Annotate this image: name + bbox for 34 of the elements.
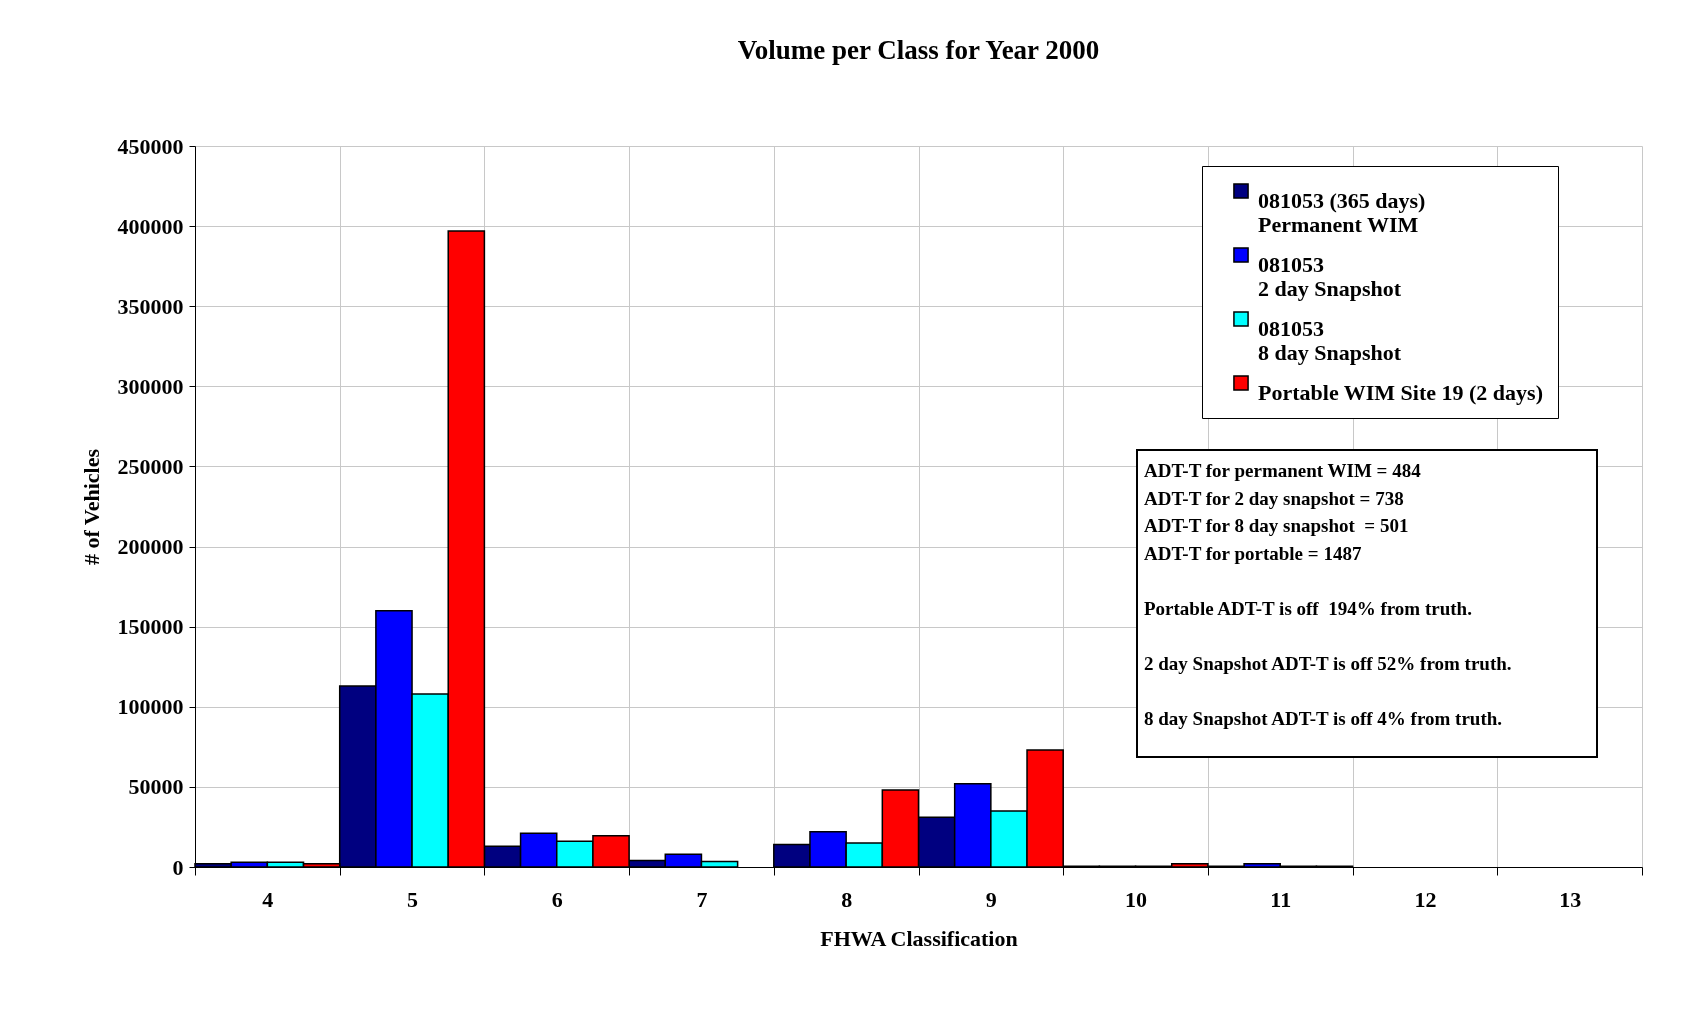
y-tick-label: 400000 [117, 213, 184, 239]
y-tick-label: 200000 [117, 534, 184, 560]
annotation: 2 day Snapshot ADT-T is off 52% from truth. [1144, 652, 1512, 675]
y-tick-label: 350000 [117, 293, 184, 319]
x-tick-label: 12 [1414, 886, 1437, 912]
x-tick-label: 13 [1559, 886, 1582, 912]
y-tick-label: 300000 [117, 373, 184, 399]
legend-label: 081053 2 day Snapshot [1258, 252, 1402, 301]
annotation: ADT-T for portable = 1487 [1144, 542, 1362, 565]
chart-title: Volume per Class for Year 2000 [737, 35, 1100, 65]
x-tick-label: 5 [407, 886, 419, 912]
y-tick-label: 450000 [117, 133, 184, 159]
y-tick-label: 150000 [117, 614, 184, 640]
y-tick-label: 50000 [128, 774, 184, 800]
x-tick-label: 7 [696, 886, 708, 912]
annotation: ADT-T for permanent WIM = 484 [1144, 460, 1421, 482]
x-tick-label: 4 [262, 886, 274, 912]
y-tick-label: 250000 [117, 453, 184, 479]
legend-label: 081053 (365 days) Permanent WIM [1258, 188, 1426, 237]
x-tick-label: 9 [985, 886, 997, 912]
x-axis-title: FHWA Classification [820, 925, 1018, 951]
legend-label: 081053 8 day Snapshot [1258, 316, 1402, 365]
legend-label: Portable WIM Site 19 (2 days) [1258, 380, 1543, 405]
x-tick-label: 10 [1125, 886, 1148, 912]
x-tick-label: 11 [1270, 886, 1292, 912]
y-tick-label: 0 [172, 854, 184, 880]
annotation: ADT-T for 2 day snapshot = 738 [1144, 487, 1404, 510]
annotation: Portable ADT-T is off 194% from truth. [1144, 597, 1472, 620]
annotation: ADT-T for 8 day snapshot = 501 [1144, 515, 1409, 537]
annotation: 8 day Snapshot ADT-T is off 4% from truth. [1144, 707, 1503, 730]
y-tick-label: 100000 [117, 694, 184, 720]
y-axis-title: # of Vehicles [78, 448, 104, 566]
x-tick-label: 6 [551, 886, 563, 912]
x-tick-label: 8 [841, 886, 853, 912]
